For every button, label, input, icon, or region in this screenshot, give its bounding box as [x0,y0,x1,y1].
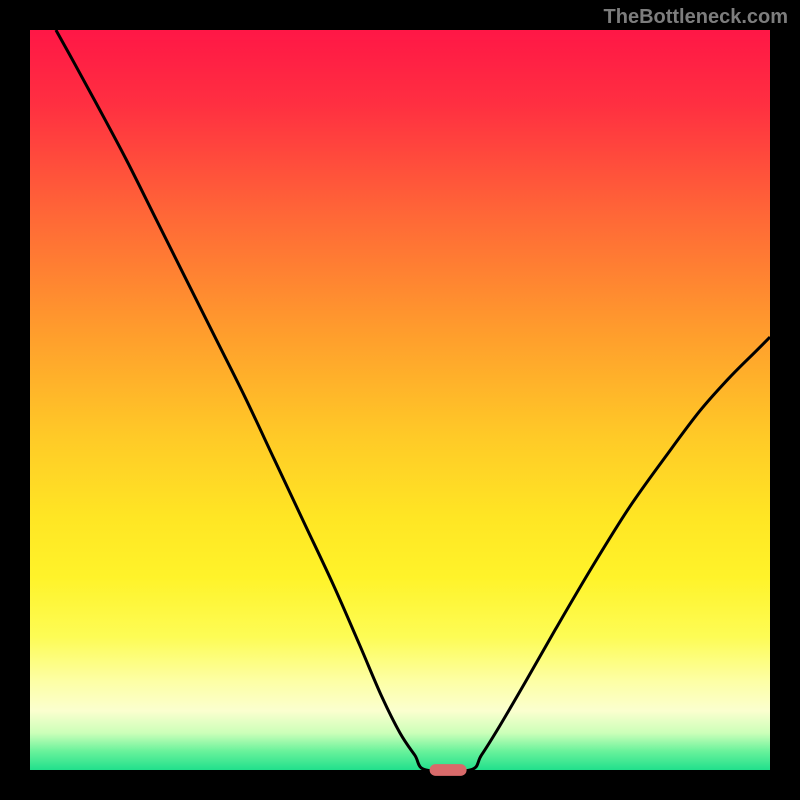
plot-background-gradient [30,30,770,770]
chart-container: TheBottleneck.com [0,0,800,800]
watermark-text: TheBottleneck.com [604,6,788,29]
optimum-marker [430,764,467,776]
bottleneck-curve-chart [0,0,800,800]
